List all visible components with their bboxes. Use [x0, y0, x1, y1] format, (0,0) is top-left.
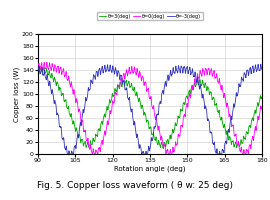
- θ=0(deg): [260, 106, 264, 108]
- θ=0(deg): [62, 67, 65, 70]
- θ=0(deg): [75, 98, 78, 100]
- Y-axis label: Copper loss (W): Copper loss (W): [14, 66, 21, 122]
- θ=-3(deg): [62, 137, 65, 140]
- θ=-3(deg): [260, 68, 264, 71]
- θ=0(deg): [232, 125, 235, 128]
- θ=-3(deg): [259, 63, 262, 65]
- Legend: θ=3(deg), θ=0(deg), θ=-3(deg): θ=3(deg), θ=0(deg), θ=-3(deg): [97, 12, 202, 20]
- θ=0(deg): [132, 72, 135, 74]
- θ=3(deg): [75, 128, 78, 131]
- θ=0(deg): [256, 117, 259, 119]
- θ=0(deg): [36, 65, 39, 67]
- θ=-3(deg): [232, 104, 235, 107]
- θ=0(deg): [90, 153, 94, 155]
- θ=3(deg): [161, 147, 165, 149]
- Line: θ=3(deg): θ=3(deg): [38, 66, 262, 148]
- θ=-3(deg): [122, 80, 126, 82]
- Text: Fig. 5. Copper loss waveform ( θ w: 25 deg): Fig. 5. Copper loss waveform ( θ w: 25 d…: [37, 182, 233, 190]
- θ=-3(deg): [132, 122, 135, 124]
- θ=3(deg): [260, 95, 264, 98]
- θ=3(deg): [256, 101, 259, 104]
- θ=0(deg): [122, 72, 126, 74]
- θ=3(deg): [132, 89, 135, 91]
- θ=3(deg): [62, 93, 65, 96]
- Line: θ=-3(deg): θ=-3(deg): [38, 64, 262, 154]
- θ=0(deg): [45, 61, 48, 64]
- Line: θ=0(deg): θ=0(deg): [38, 62, 262, 154]
- θ=3(deg): [36, 66, 39, 68]
- X-axis label: Rotation angle (deg): Rotation angle (deg): [114, 166, 185, 172]
- θ=-3(deg): [256, 67, 259, 70]
- θ=3(deg): [37, 65, 40, 68]
- θ=-3(deg): [66, 153, 69, 155]
- θ=3(deg): [232, 142, 235, 144]
- θ=-3(deg): [36, 70, 39, 73]
- θ=-3(deg): [75, 139, 78, 141]
- θ=3(deg): [122, 80, 126, 82]
